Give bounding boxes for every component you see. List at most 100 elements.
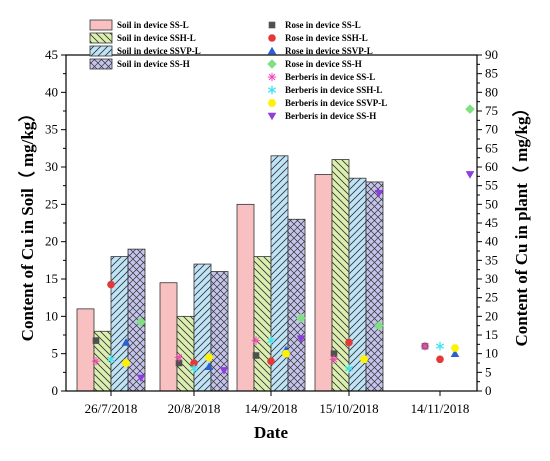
- point-8-26-7-2018: [136, 374, 146, 383]
- left-axis-ticks: 0 5 10 15 20 25 30 35 40 45: [45, 47, 66, 398]
- legend-marker-2: [268, 34, 276, 42]
- bar-3-20-8-2018: [193, 263, 212, 392]
- legend-swatch-bar-2: [89, 32, 113, 44]
- left-tick-label: 0: [52, 383, 59, 398]
- point-6-14-9-2018: [266, 336, 276, 345]
- legend-label-point-2: Rose in device SSH-L: [285, 33, 368, 43]
- legend-label-bar-4: Soil in device SS-H: [117, 59, 190, 69]
- point-2-20-8-2018: [190, 359, 198, 367]
- legend-label-bar-1: Soil in device SS-L: [117, 20, 189, 30]
- legend-label-point-8: Berberis in device SS-H: [285, 111, 376, 121]
- right-tick-label: 75: [485, 103, 498, 118]
- legend-swatch-bar-1: [89, 19, 113, 31]
- legend-marker-1: [268, 21, 276, 29]
- point-3-26-7-2018: [121, 338, 131, 346]
- x-axis-ticks: 26/7/2018 20/8/2018 14/9/2018 15/10/2018 14/…: [85, 391, 470, 416]
- point-2-26-7-2018: [107, 280, 115, 289]
- point-8-20-8-2018: [219, 367, 229, 375]
- bars-layer: [76, 155, 384, 392]
- bar-4-14-9-2018: [287, 218, 306, 392]
- point-4-15-10-2018: [374, 320, 384, 331]
- left-tick-label: 10: [45, 308, 58, 323]
- left-tick-label: 40: [45, 84, 58, 99]
- right-tick-label: 25: [485, 290, 498, 305]
- bar-4-15-10-2018: [365, 181, 384, 392]
- x-tick-label: 20/8/2018: [168, 401, 221, 416]
- point-3-14-11-2018: [450, 349, 460, 357]
- right-tick-label: 30: [485, 271, 498, 286]
- point-7-15-10-2018: [359, 355, 369, 363]
- legend-label-point-7: Berberis in device SSVP-L: [285, 98, 387, 108]
- legend-marker-7: [267, 99, 277, 107]
- point-8-14-11-2018: [465, 171, 475, 179]
- point-7-14-11-2018: [450, 344, 460, 352]
- bar-2-14-9-2018: [253, 256, 272, 392]
- right-tick-label: 45: [485, 215, 498, 230]
- legend-label-point-4: Rose in device SS-H: [285, 59, 362, 69]
- x-tick-label: 15/10/2018: [319, 401, 378, 416]
- legend-label-point-5: Berberis in device SS-L: [285, 72, 375, 82]
- x-tick-label: 14/11/2018: [411, 401, 470, 416]
- x-tick-label: 14/9/2018: [245, 401, 298, 416]
- point-7-14-9-2018: [281, 349, 291, 358]
- left-tick-label: 35: [45, 122, 58, 137]
- legend-label-point-3: Rose in device SSVP-L: [285, 46, 373, 56]
- point-6-20-8-2018: [189, 364, 199, 373]
- right-tick-label: 20: [485, 308, 498, 323]
- point-3-20-8-2018: [204, 362, 214, 371]
- point-1-20-8-2018: [175, 359, 183, 367]
- left-tick-label: 20: [45, 234, 58, 249]
- legend-swatch-bar-4: [89, 58, 113, 70]
- bar-3-26-7-2018: [110, 256, 129, 392]
- point-6-26-7-2018: [106, 354, 116, 364]
- point-4-14-11-2018: [465, 104, 475, 114]
- right-tick-label: 60: [485, 159, 498, 174]
- bar-1-15-10-2018: [314, 174, 333, 392]
- right-tick-label: 85: [485, 66, 498, 81]
- point-1-15-10-2018: [330, 350, 338, 357]
- left-tick-label: 15: [45, 271, 58, 286]
- bar-1-20-8-2018: [159, 282, 178, 392]
- left-tick-label: 45: [45, 47, 58, 62]
- right-tick-label: 5: [485, 364, 492, 379]
- point-8-15-10-2018: [374, 189, 384, 198]
- point-5-14-9-2018: [251, 336, 261, 345]
- y-axis-right-title: Content of Cu in plant（ mg/kg）: [511, 99, 531, 346]
- right-tick-label: 90: [485, 47, 498, 62]
- right-tick-label: 10: [485, 346, 498, 361]
- point-2-15-10-2018: [345, 338, 353, 347]
- point-2-14-9-2018: [267, 357, 275, 365]
- legend: Soil in device SS-L Soil in device SSH-L S…: [89, 19, 387, 121]
- bar-1-26-7-2018: [76, 308, 95, 392]
- right-tick-label: 0: [485, 383, 492, 398]
- bar-4-20-8-2018: [210, 271, 229, 392]
- legend-marker-4: [267, 59, 277, 69]
- right-tick-label: 55: [485, 178, 498, 193]
- point-4-26-7-2018: [136, 317, 146, 327]
- right-tick-label: 40: [485, 234, 498, 249]
- legend-marker-3: [267, 46, 277, 55]
- points-layer: [91, 104, 475, 383]
- legend-label-point-6: Berberis in device SSH-L: [285, 85, 382, 95]
- point-1-26-7-2018: [92, 337, 100, 344]
- legend-marker-8: [267, 112, 277, 121]
- point-5-20-8-2018: [174, 353, 184, 362]
- point-4-14-9-2018: [296, 313, 306, 323]
- legend-label-bar-3: Soil in device SSVP-L: [117, 46, 201, 56]
- x-axis-title: Date: [254, 423, 288, 442]
- point-5-14-11-2018: [420, 341, 430, 351]
- y-axis-left-title: Content of Cu in Soil（ mg/kg）: [17, 105, 37, 342]
- bar-2-20-8-2018: [176, 315, 195, 392]
- point-8-14-9-2018: [296, 335, 306, 344]
- right-tick-label: 70: [485, 122, 498, 137]
- legend-label-bar-2: Soil in device SSH-L: [117, 33, 196, 43]
- right-axis-ticks: 0 5 10 15 20 25 30 35 40 45 50 55 60 65 70 75 80 85 90: [477, 47, 498, 398]
- point-6-15-10-2018: [344, 364, 354, 373]
- right-tick-label: 15: [485, 327, 498, 342]
- point-1-14-9-2018: [252, 352, 260, 359]
- point-5-15-10-2018: [329, 354, 339, 364]
- legend-marker-6: [267, 85, 277, 95]
- point-7-26-7-2018: [121, 359, 131, 367]
- legend-swatch-bar-3: [89, 45, 113, 57]
